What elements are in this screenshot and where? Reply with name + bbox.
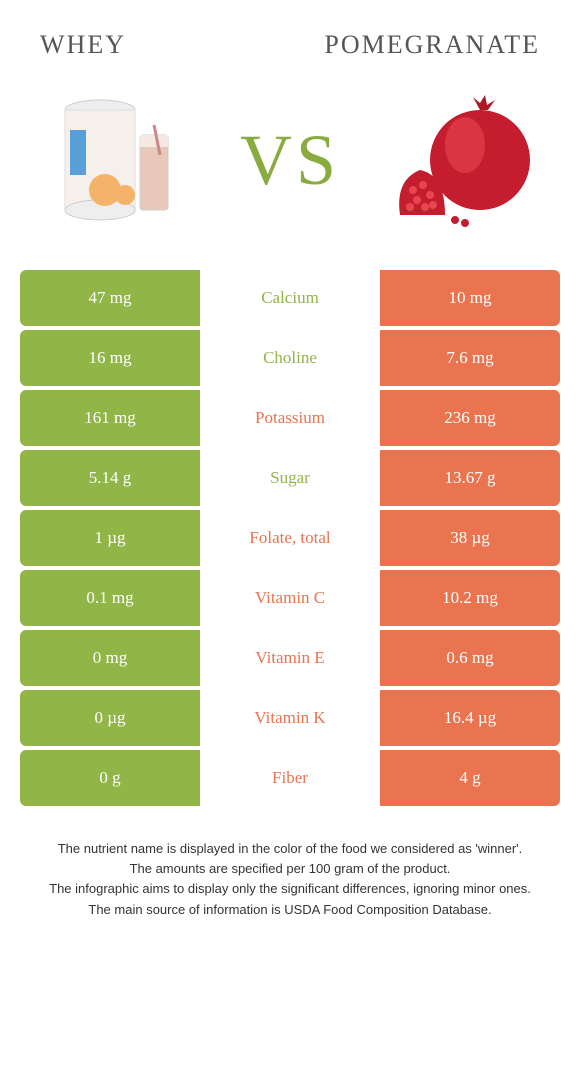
table-row: 0 µgVitamin K16.4 µg xyxy=(20,690,560,746)
right-value: 7.6 mg xyxy=(380,330,560,386)
nutrient-name: Fiber xyxy=(200,750,380,806)
table-row: 1 µgFolate, total38 µg xyxy=(20,510,560,566)
left-value: 0.1 mg xyxy=(20,570,200,626)
nutrient-name: Vitamin K xyxy=(200,690,380,746)
footer-line: The nutrient name is displayed in the co… xyxy=(20,840,560,858)
left-value: 0 mg xyxy=(20,630,200,686)
nutrient-name: Folate, total xyxy=(200,510,380,566)
right-value: 10 mg xyxy=(380,270,560,326)
right-value: 38 µg xyxy=(380,510,560,566)
left-value: 16 mg xyxy=(20,330,200,386)
nutrient-name: Choline xyxy=(200,330,380,386)
header: WHEY POMEGRANATE xyxy=(0,0,580,70)
left-value: 1 µg xyxy=(20,510,200,566)
table-row: 161 mgPotassium236 mg xyxy=(20,390,560,446)
nutrient-name: Vitamin E xyxy=(200,630,380,686)
left-value: 5.14 g xyxy=(20,450,200,506)
left-value: 0 µg xyxy=(20,690,200,746)
nutrient-name: Calcium xyxy=(200,270,380,326)
right-value: 0.6 mg xyxy=(380,630,560,686)
table-row: 5.14 gSugar13.67 g xyxy=(20,450,560,506)
nutrient-table: 47 mgCalcium10 mg16 mgCholine7.6 mg161 m… xyxy=(0,270,580,810)
right-value: 16.4 µg xyxy=(380,690,560,746)
table-row: 47 mgCalcium10 mg xyxy=(20,270,560,326)
footer-line: The infographic aims to display only the… xyxy=(20,880,560,898)
footer-line: The main source of information is USDA F… xyxy=(20,901,560,919)
left-value: 47 mg xyxy=(20,270,200,326)
nutrient-name: Vitamin C xyxy=(200,570,380,626)
right-value: 10.2 mg xyxy=(380,570,560,626)
table-row: 0 mgVitamin E0.6 mg xyxy=(20,630,560,686)
table-row: 0.1 mgVitamin C10.2 mg xyxy=(20,570,560,626)
left-value: 161 mg xyxy=(20,390,200,446)
right-value: 13.67 g xyxy=(380,450,560,506)
whey-image xyxy=(40,80,200,240)
table-row: 16 mgCholine7.6 mg xyxy=(20,330,560,386)
images-row: VS xyxy=(0,70,580,270)
header-left: WHEY xyxy=(40,30,126,60)
header-right: POMEGRANATE xyxy=(324,30,540,60)
footer-line: The amounts are specified per 100 gram o… xyxy=(20,860,560,878)
nutrient-name: Potassium xyxy=(200,390,380,446)
vs-label: VS xyxy=(240,119,340,202)
right-value: 4 g xyxy=(380,750,560,806)
nutrient-name: Sugar xyxy=(200,450,380,506)
left-value: 0 g xyxy=(20,750,200,806)
pomegranate-image xyxy=(380,80,540,240)
right-value: 236 mg xyxy=(380,390,560,446)
table-row: 0 gFiber4 g xyxy=(20,750,560,806)
footer-notes: The nutrient name is displayed in the co… xyxy=(0,810,580,941)
